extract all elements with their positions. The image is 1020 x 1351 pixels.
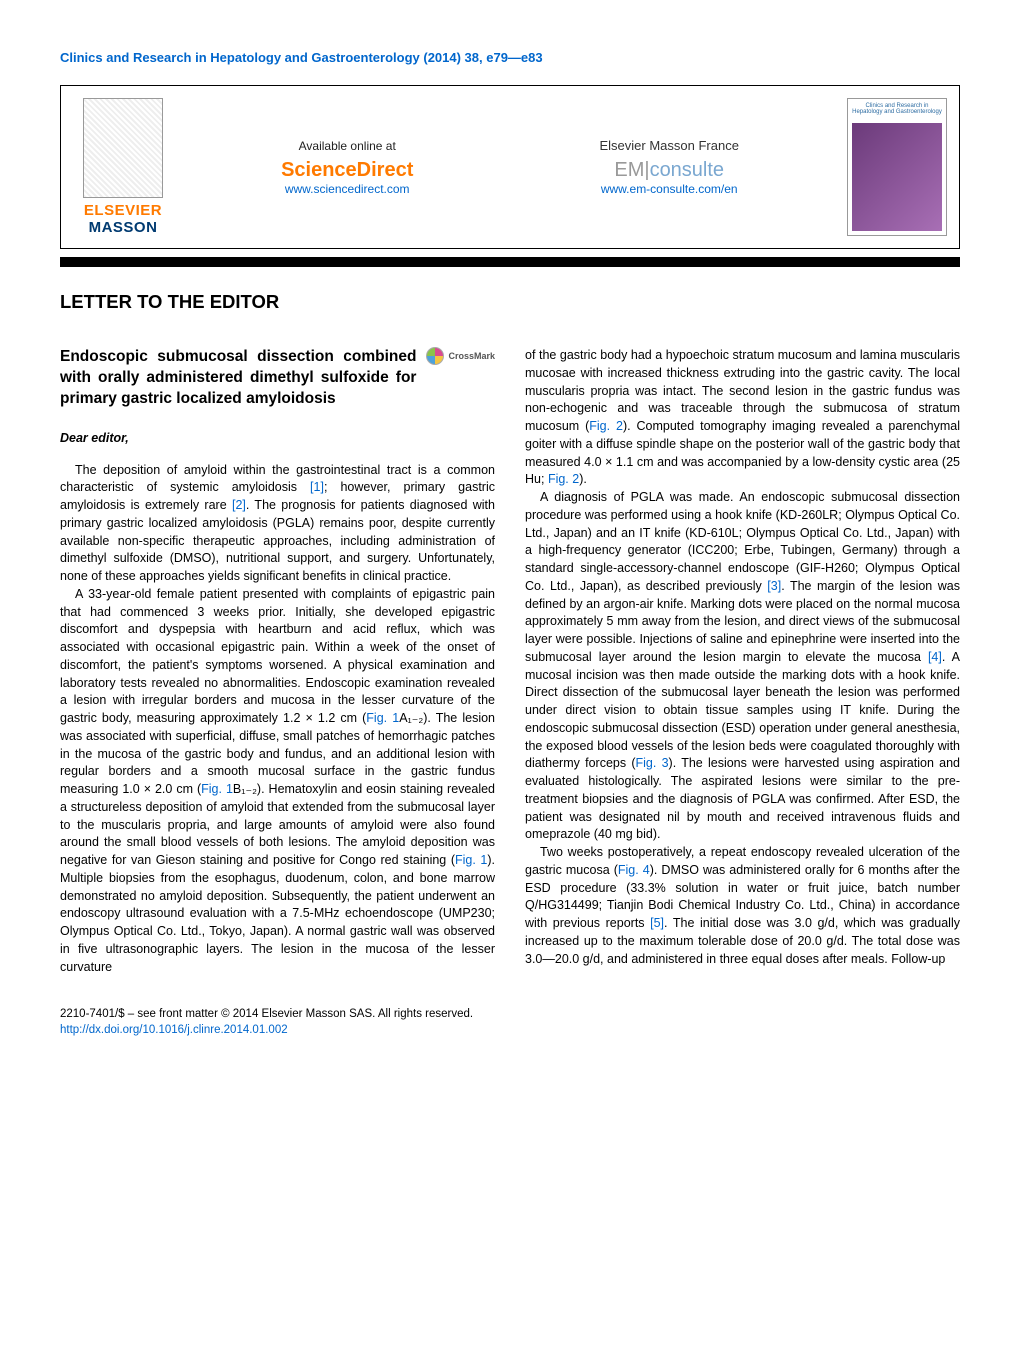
available-online-label: Available online at (281, 139, 413, 153)
em-consulte-url[interactable]: www.em-consulte.com/en (601, 182, 738, 196)
reference-link-1[interactable]: [1] (310, 480, 324, 494)
elsevier-masson-logo: ELSEVIER MASSON (73, 98, 173, 236)
right-column: of the gastric body had a hypoechoic str… (525, 347, 960, 976)
copyright-line: 2210-7401/$ – see front matter © 2014 El… (60, 1006, 960, 1022)
crossmark-icon (426, 347, 444, 365)
masson-text: MASSON (89, 219, 158, 236)
em-logo-right: consulte (650, 159, 725, 181)
crossmark-badge[interactable]: CrossMark (426, 347, 495, 365)
reference-link-3[interactable]: [3] (767, 579, 781, 593)
header-links: Available online at ScienceDirect www.sc… (188, 98, 832, 236)
sciencedirect-logo: ScienceDirect (281, 159, 413, 182)
page-footer: 2210-7401/$ – see front matter © 2014 El… (60, 1006, 960, 1038)
body-text: ). Multiple biopsies from the esophagus,… (60, 853, 495, 974)
figure-link-4[interactable]: Fig. 4 (618, 863, 650, 877)
divider-bar (60, 257, 960, 267)
elsevier-text: ELSEVIER (84, 202, 162, 219)
journal-cover-image (852, 123, 942, 231)
left-column: Endoscopic submucosal dissection combine… (60, 347, 495, 976)
figure-link-1c[interactable]: Fig. 1 (455, 853, 487, 867)
journal-cover-thumbnail: Clinics and Research in Hepatology and G… (847, 98, 947, 236)
em-logo-left: EM (614, 159, 644, 181)
figure-link-3[interactable]: Fig. 3 (636, 756, 669, 770)
body-text: A diagnosis of PGLA was made. An endosco… (525, 490, 960, 593)
sciencedirect-block: Available online at ScienceDirect www.sc… (281, 139, 413, 196)
reference-link-2[interactable]: [2] (232, 498, 246, 512)
sciencedirect-url[interactable]: www.sciencedirect.com (285, 182, 410, 196)
elsevier-masson-france-label: Elsevier Masson France (599, 138, 738, 153)
figure-link-1a[interactable]: Fig. 1 (366, 711, 399, 725)
reference-link-4[interactable]: [4] (928, 650, 942, 664)
crossmark-label: CrossMark (448, 350, 495, 362)
figure-link-1b[interactable]: Fig. 1 (201, 782, 233, 796)
paragraph: of the gastric body had a hypoechoic str… (525, 347, 960, 489)
elsevier-tree-icon (83, 98, 163, 198)
two-column-body: Endoscopic submucosal dissection combine… (60, 347, 960, 976)
journal-cover-title: Clinics and Research in Hepatology and G… (848, 99, 946, 119)
figure-link-2a[interactable]: Fig. 2 (589, 419, 623, 433)
reference-link-5[interactable]: [5] (650, 916, 664, 930)
paragraph: A diagnosis of PGLA was made. An endosco… (525, 489, 960, 844)
doi-link[interactable]: http://dx.doi.org/10.1016/j.clinre.2014.… (60, 1024, 288, 1036)
article-title-row: Endoscopic submucosal dissection combine… (60, 347, 495, 410)
body-text: ). (579, 472, 587, 486)
body-text: A 33-year-old female patient presented w… (60, 587, 495, 725)
figure-link-2b[interactable]: Fig. 2 (548, 472, 579, 486)
publisher-header: ELSEVIER MASSON Available online at Scie… (60, 85, 960, 249)
paragraph: A 33-year-old female patient presented w… (60, 586, 495, 977)
running-header: Clinics and Research in Hepatology and G… (60, 50, 960, 65)
article-title: Endoscopic submucosal dissection combine… (60, 347, 416, 410)
em-consulte-logo: EM|consulte (599, 159, 738, 182)
paragraph: Two weeks postoperatively, a repeat endo… (525, 844, 960, 968)
salutation: Dear editor, (60, 430, 495, 448)
body-text: . A mucosal incision was then made outsi… (525, 650, 960, 771)
em-consulte-block: Elsevier Masson France EM|consulte www.e… (599, 138, 738, 196)
section-heading: LETTER TO THE EDITOR (60, 291, 960, 313)
paragraph: The deposition of amyloid within the gas… (60, 462, 495, 586)
